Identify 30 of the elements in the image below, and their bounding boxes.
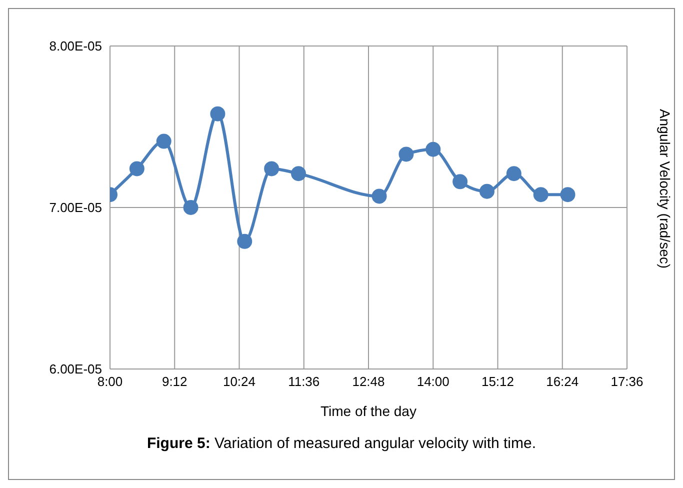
x-tick-label: 9:12 bbox=[162, 374, 188, 390]
x-tick-label: 10:24 bbox=[222, 374, 256, 390]
caption: Figure 5: Variation of measured angular velocity with time. bbox=[146, 435, 536, 452]
y-axis-title: Angular Velocity (rad/sec) bbox=[656, 109, 673, 271]
x-tick-label: 11:36 bbox=[288, 374, 320, 390]
point bbox=[237, 234, 252, 249]
y-tick-label: 7.00E-05 bbox=[49, 200, 102, 216]
point bbox=[426, 142, 441, 157]
y-tick-label: 8.00E-05 bbox=[49, 38, 102, 54]
x-tick-label: 17:36 bbox=[610, 374, 644, 390]
point bbox=[372, 188, 387, 204]
y-tick-label: 6.00E-05 bbox=[49, 362, 102, 377]
point bbox=[452, 174, 468, 190]
point bbox=[560, 187, 576, 202]
point bbox=[210, 106, 226, 122]
point bbox=[156, 134, 172, 149]
point bbox=[129, 161, 144, 176]
point bbox=[290, 166, 306, 182]
point bbox=[479, 184, 494, 199]
x-tick-label: 15:12 bbox=[481, 374, 514, 390]
x-tick-label: 14:00 bbox=[416, 374, 450, 390]
x-axis-title: Time of the day bbox=[320, 403, 416, 419]
x-tick-label: 12:48 bbox=[352, 374, 385, 390]
point bbox=[506, 166, 522, 182]
point bbox=[264, 161, 280, 176]
point bbox=[533, 187, 548, 202]
point bbox=[183, 200, 198, 215]
point bbox=[398, 146, 414, 162]
x-tick-label: 8:00 bbox=[97, 374, 123, 390]
x-tick-label: 16:24 bbox=[546, 374, 579, 390]
